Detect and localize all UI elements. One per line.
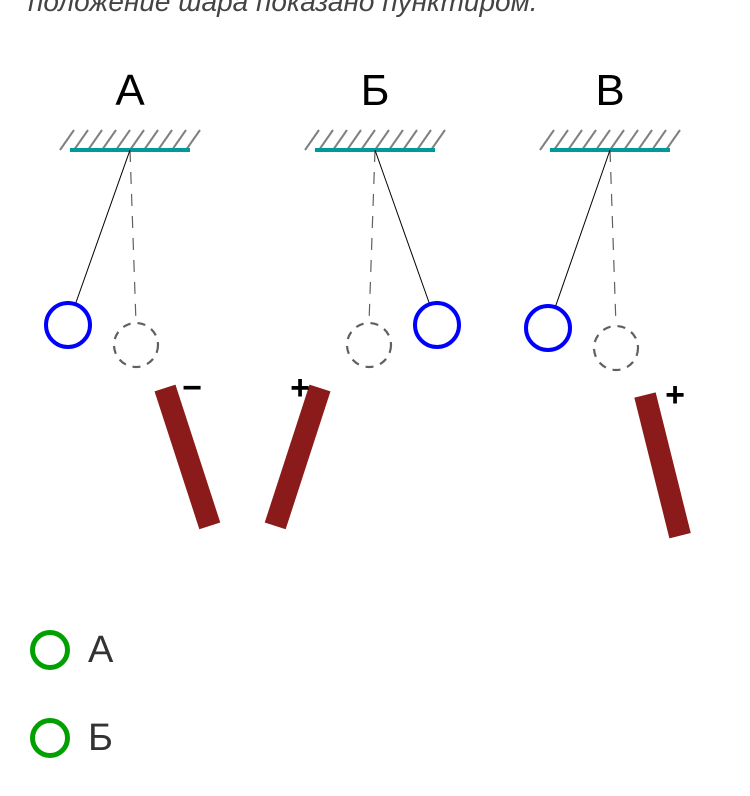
answer-label: Б [88, 717, 113, 760]
answer-option-b[interactable]: Б [30, 708, 113, 768]
diagram-svg: А − Б + В + [30, 65, 710, 555]
answer-label: А [88, 629, 113, 672]
answer-options: А Б [30, 620, 113, 796]
svg-text:+: + [665, 376, 685, 414]
svg-text:А: А [115, 66, 145, 115]
answer-option-a[interactable]: А [30, 620, 113, 680]
radio-icon [30, 630, 70, 670]
radio-icon [30, 718, 70, 758]
svg-text:−: − [182, 369, 202, 407]
svg-text:Б: Б [361, 66, 390, 115]
question-fragment: положение шара показано пунктиром. [28, 0, 718, 18]
svg-text:В: В [595, 66, 624, 115]
svg-text:+: + [290, 369, 310, 407]
pendulum-diagram: А − Б + В + [30, 65, 710, 555]
